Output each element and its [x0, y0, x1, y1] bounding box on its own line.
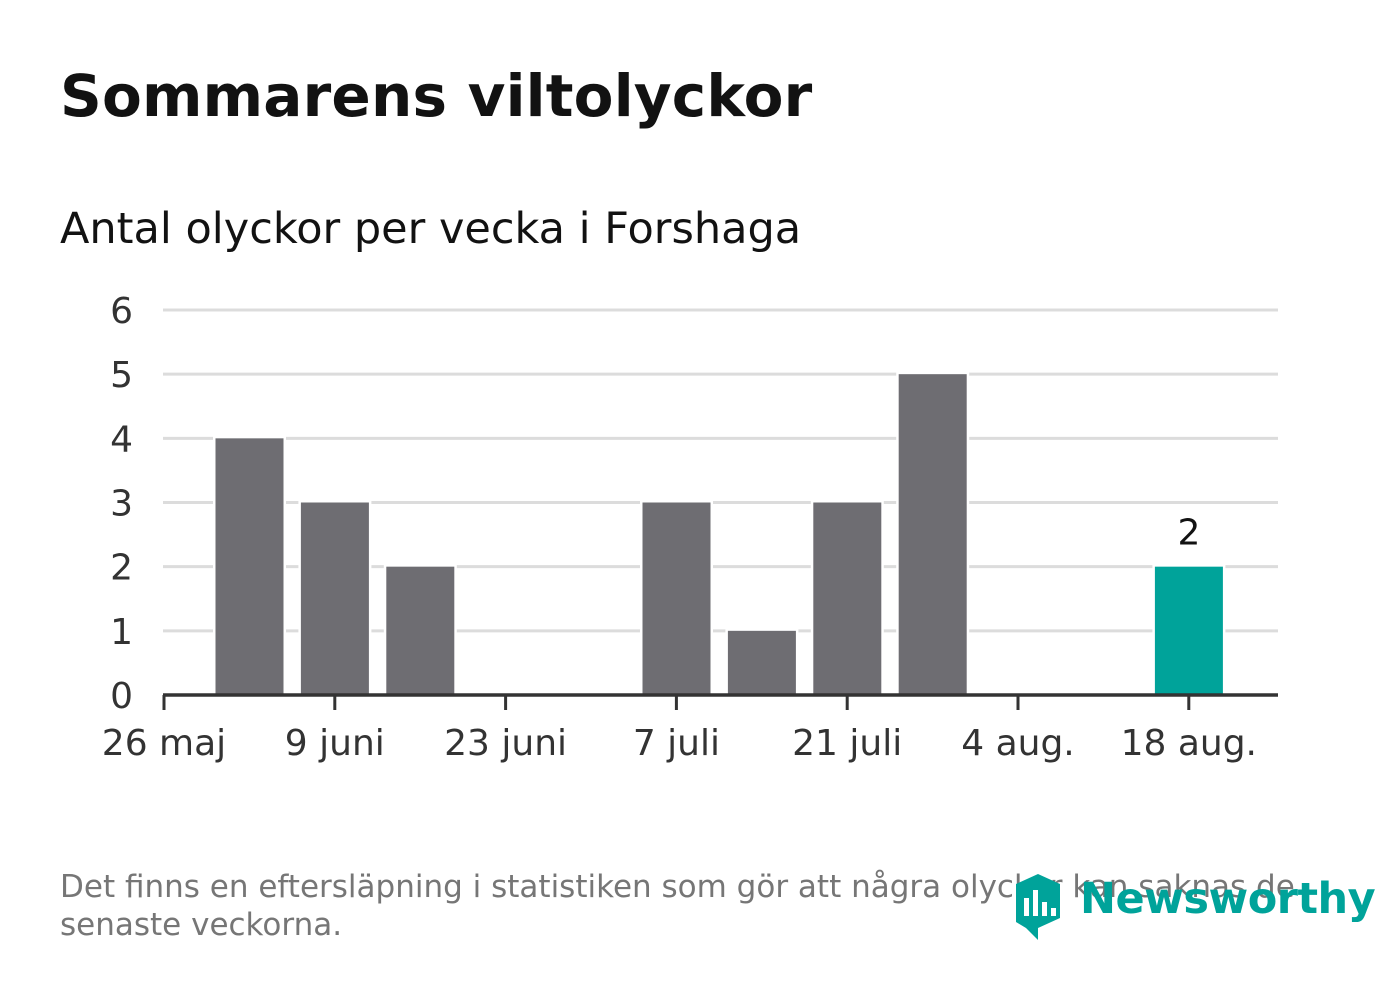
bar: [810, 500, 884, 698]
chart-title: Sommarens viltolyckor: [60, 62, 813, 130]
labels: 0 1 2 3 4 5 6 2 26 maj 9 juni 23 juni 7 juli 21 juli…: [102, 291, 1257, 764]
logo-text: Newsworthy: [1080, 874, 1376, 924]
newsworthy-logo: Newsworthy: [1012, 870, 1376, 945]
data-label: 2: [1177, 513, 1200, 554]
bar: [725, 628, 799, 698]
x-tick-label: 21 juli: [792, 723, 902, 764]
x-tick-label: 9 juni: [285, 723, 385, 764]
y-tick-label: 6: [110, 291, 133, 332]
x-tick-label: 4 aug.: [961, 723, 1075, 764]
bar: [383, 564, 457, 698]
footnote: Det finns en eftersläpning i statistiken…: [60, 869, 1295, 943]
newsworthy-bar-chart-icon: [1016, 874, 1060, 940]
bar: [640, 500, 713, 698]
y-tick-label: 4: [110, 419, 133, 460]
y-tick-label: 2: [110, 548, 133, 589]
axes: [162, 693, 1278, 710]
bar: [1152, 564, 1226, 698]
bar: [213, 435, 286, 698]
bar: [896, 371, 970, 698]
x-tick-label: 18 aug.: [1121, 723, 1257, 764]
y-tick-label: 1: [110, 612, 133, 653]
y-tick-label: 3: [110, 484, 133, 525]
x-tick-label: 23 juni: [444, 723, 567, 764]
y-tick-label: 5: [110, 355, 133, 396]
y-tick-label: 0: [110, 676, 133, 717]
x-tick-label: 26 maj: [102, 723, 226, 764]
bar: [298, 500, 372, 698]
x-tick-label: 7 juli: [633, 723, 720, 764]
chart-subtitle: Antal olyckor per vecka i Forshaga: [60, 204, 802, 254]
bars: [213, 371, 1226, 698]
